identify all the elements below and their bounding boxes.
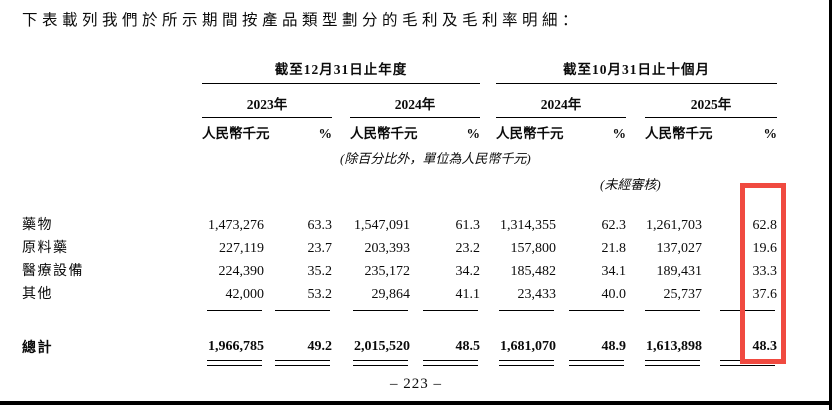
table-row-medical-equipment: 醫療設備 224,390 35.2 235,172 34.2 185,482 3…: [22, 264, 777, 287]
total-percent-cell: 48.9: [601, 339, 627, 354]
amount-cell: 227,119: [219, 241, 264, 256]
percent-cell: 62.8: [752, 218, 778, 233]
total-amount-cell: 1,681,070: [500, 339, 556, 354]
single-rule: [353, 310, 408, 311]
amount-cell: 1,261,703: [646, 218, 702, 233]
bottom-border: [0, 401, 832, 405]
single-rule: [207, 310, 262, 311]
percent-cell: 41.1: [455, 287, 481, 302]
total-amount-cell: 1,966,785: [208, 339, 264, 354]
double-rule: [423, 360, 478, 366]
row-label: 藥物: [22, 218, 53, 233]
percent-cell: 37.6: [752, 287, 778, 302]
total-percent-cell: 48.3: [752, 339, 778, 354]
total-row: 總計 1,966,785 49.2 2,015,520 48.5 1,681,0…: [22, 336, 777, 358]
highlight-box: [740, 183, 786, 364]
amount-cell: 1,473,276: [208, 218, 264, 233]
double-rule: [499, 360, 554, 366]
total-percent-cell: 49.2: [307, 339, 333, 354]
double-rule: [207, 360, 262, 366]
period-group-ten-months: 截至10月31日止十個月: [496, 58, 778, 84]
row-label: 醫療設備: [22, 264, 84, 279]
note-units: (除百分比外，單位為人民幣千元): [340, 151, 531, 166]
amount-cell: 235,172: [364, 264, 411, 279]
right-border: [829, 0, 832, 410]
percent-cell: 19.6: [752, 241, 778, 256]
table-row-drugs: 藥物 1,473,276 63.3 1,547,091 61.3 1,314,3…: [22, 218, 777, 241]
double-rule: [645, 360, 700, 366]
total-double-rule-row: [22, 358, 777, 370]
single-rule: [645, 310, 700, 311]
percent-cell: 62.3: [601, 218, 627, 233]
amount-cell: 189,431: [656, 264, 703, 279]
double-rule: [275, 360, 330, 366]
percent-cell: 21.8: [601, 241, 627, 256]
column-header-percent: %: [612, 126, 627, 141]
amount-cell: 25,737: [663, 287, 703, 302]
percent-cell: 34.1: [601, 264, 627, 279]
single-rule: [499, 310, 554, 311]
gross-profit-table: 截至12月31日止年度 截至10月31日止十個月 2023年 2024年 202…: [22, 56, 778, 370]
note-row-unaudited: (未經審核): [22, 170, 777, 196]
table-row-raw-materials: 原料藥 227,119 23.7 203,393 23.2 157,800 21…: [22, 241, 777, 264]
page-title: 下表載列我們於所示期間按產品類型劃分的毛利及毛利率明細：: [22, 12, 583, 29]
amount-cell: 23,433: [517, 287, 557, 302]
double-rule: [353, 360, 408, 366]
percent-cell: 23.7: [307, 241, 333, 256]
table-row-others: 其他 42,000 53.2 29,864 41.1 23,433 40.0 2…: [22, 287, 777, 310]
percent-cell: 33.3: [752, 264, 778, 279]
amount-cell: 137,027: [656, 241, 703, 256]
total-label: 總計: [22, 341, 53, 356]
single-rule: [423, 310, 478, 311]
row-label: 原料藥: [22, 241, 69, 256]
amount-cell: 157,800: [510, 241, 557, 256]
year-header-2023: 2023年: [202, 93, 332, 118]
column-header-amount: 人民幣千元: [496, 126, 564, 141]
note-row-units: (除百分比外，單位為人民幣千元): [22, 145, 777, 170]
year-header-2025: 2025年: [645, 93, 778, 118]
amount-cell: 185,482: [510, 264, 557, 279]
single-rule: [275, 310, 330, 311]
note-unaudited: (未經審核): [600, 177, 661, 192]
single-rule: [720, 310, 776, 311]
amount-cell: 42,000: [225, 287, 265, 302]
percent-cell: 40.0: [601, 287, 627, 302]
total-amount-cell: 2,015,520: [354, 339, 410, 354]
percent-cell: 34.2: [455, 264, 481, 279]
column-header-amount: 人民幣千元: [645, 126, 713, 141]
double-rule: [569, 360, 624, 366]
single-rule: [569, 310, 624, 311]
column-header-amount: 人民幣千元: [202, 126, 270, 141]
column-header-percent: %: [318, 126, 333, 141]
row-label: 其他: [22, 287, 53, 302]
column-header-row: 人民幣千元 % 人民幣千元 % 人民幣千元 % 人民幣千元 %: [22, 118, 777, 145]
percent-cell: 53.2: [307, 287, 333, 302]
subtotal-rule-row: [22, 310, 777, 318]
column-header-percent: %: [763, 126, 778, 141]
amount-cell: 224,390: [218, 264, 265, 279]
amount-cell: 1,547,091: [354, 218, 410, 233]
page-number: – 223 –: [390, 376, 442, 392]
percent-cell: 23.2: [455, 241, 481, 256]
column-header-percent: %: [466, 126, 481, 141]
total-amount-cell: 1,613,898: [646, 339, 702, 354]
column-header-amount: 人民幣千元: [350, 126, 418, 141]
percent-cell: 35.2: [307, 264, 333, 279]
year-header-row: 2023年 2024年 2024年 2025年: [22, 84, 778, 118]
total-percent-cell: 48.5: [455, 339, 481, 354]
year-header-2024: 2024年: [350, 93, 480, 118]
period-group-annual: 截至12月31日止年度: [202, 58, 480, 84]
percent-cell: 63.3: [307, 218, 333, 233]
amount-cell: 29,864: [371, 287, 411, 302]
period-group-header-row: 截至12月31日止年度 截至10月31日止十個月: [22, 56, 778, 84]
percent-cell: 61.3: [455, 218, 481, 233]
year-header-2024-ten-months: 2024年: [496, 93, 626, 118]
amount-cell: 1,314,355: [500, 218, 556, 233]
amount-cell: 203,393: [364, 241, 411, 256]
